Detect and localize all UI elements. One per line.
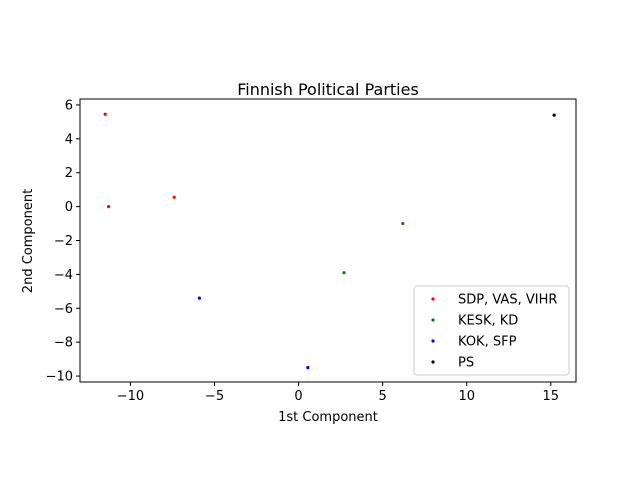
legend-marker [431, 360, 435, 364]
y-tick-label: −8 [54, 336, 73, 351]
data-point [106, 205, 111, 209]
scatter-points [103, 112, 556, 370]
y-axis-label: 2nd Component [21, 189, 36, 293]
legend-marker [431, 318, 435, 322]
y-tick-label: −10 [46, 370, 73, 385]
y-tick-label: −4 [54, 268, 73, 283]
data-point [197, 296, 201, 300]
legend-box [413, 285, 570, 376]
data-point [172, 195, 176, 199]
x-tick-label: −10 [117, 389, 144, 404]
data-point [401, 221, 405, 226]
x-tick-label: 15 [543, 389, 560, 404]
x-axis-ticks: −10 −5 0 5 10 15 [117, 382, 559, 404]
y-tick-label: 4 [65, 132, 73, 147]
data-point [306, 365, 310, 370]
y-tick-label: 2 [65, 166, 73, 181]
data-point [342, 271, 346, 275]
y-tick-label: 6 [65, 98, 73, 113]
x-tick-label: −5 [205, 389, 224, 404]
y-tick-label: −6 [54, 302, 73, 317]
legend-label: KOK, SFP [458, 335, 517, 350]
legend: SDP, VAS, VIHR KESK, KD KOK, SFP PS [413, 285, 570, 376]
legend-label: PS [458, 356, 474, 371]
legend-marker [431, 339, 435, 343]
y-tick-label: 0 [65, 200, 73, 215]
data-point [103, 112, 107, 116]
legend-marker [431, 297, 435, 301]
chart-title: Finnish Political Parties [237, 80, 419, 99]
x-tick-label: 0 [294, 389, 302, 404]
y-tick-label: −2 [54, 234, 73, 249]
y-axis-ticks: −10 −8 −6 −4 −2 0 2 4 6 [46, 98, 80, 385]
data-point [552, 113, 556, 117]
x-axis-label: 1st Component [278, 410, 378, 425]
x-tick-label: 5 [379, 389, 387, 404]
x-tick-label: 10 [458, 389, 475, 404]
legend-label: KESK, KD [458, 314, 518, 329]
legend-label: SDP, VAS, VIHR [458, 293, 557, 308]
